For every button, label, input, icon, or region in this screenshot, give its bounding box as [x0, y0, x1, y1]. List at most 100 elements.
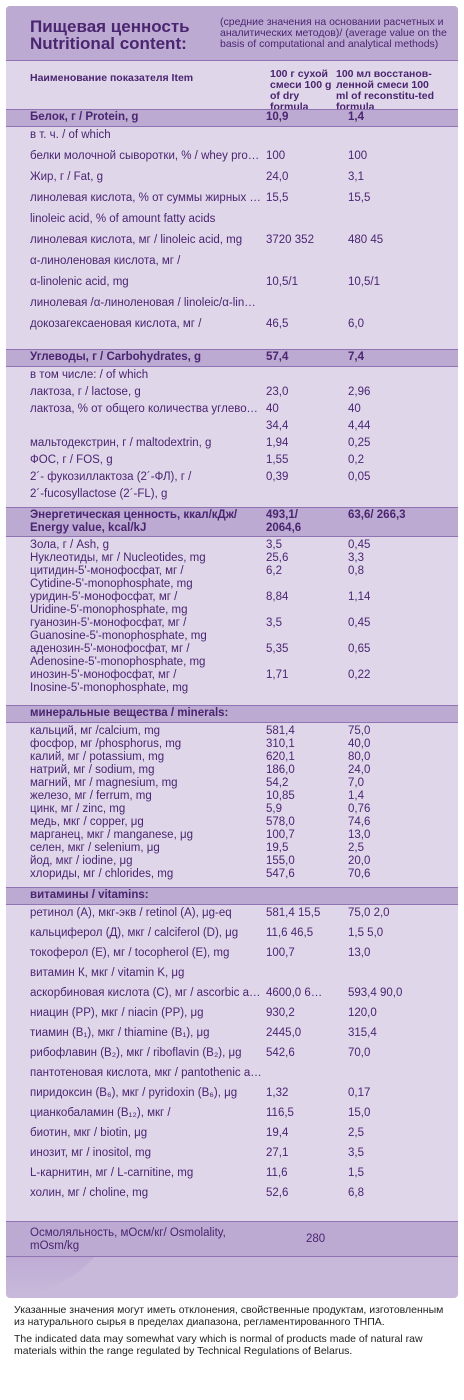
value-dry: 4600,0 697,6 [266, 987, 326, 999]
value-recon: 0,05 [348, 471, 371, 483]
value-dry: 11,6 [266, 1167, 288, 1179]
row-label: ретинол (А), мкг-экв / retinol (A), μg-e… [30, 907, 232, 919]
value-dry: 54,2 [266, 777, 289, 789]
value-recon: 20,0 [348, 855, 371, 867]
section-vitamins: витамины / vitamins: [6, 887, 458, 905]
value-dry: 100,7 [266, 829, 295, 841]
value-dry: 19,4 [266, 1127, 289, 1139]
value-recon: 3,1 [348, 171, 364, 183]
value-recon: 315,4 [348, 1027, 377, 1039]
row-label: натрий, мг / sodium, mg [30, 764, 155, 776]
value-dry: 27,1 [266, 1147, 289, 1159]
section-label: Углеводы, г / Carbohydrates, g [30, 351, 202, 363]
row-label: йод, мкг / iodine, μg [30, 855, 133, 867]
value-recon: 0,17 [348, 1087, 371, 1099]
value-dry: 46,5 [266, 318, 289, 330]
value-dry: 0,39 [266, 471, 289, 483]
row-label: Жир, г / Fat, g [30, 171, 104, 183]
row-label: лактоза, г / lactose, g [30, 386, 141, 398]
value-dry: 8,84 [266, 591, 289, 603]
value-recon: 80,0 [348, 751, 371, 763]
value-dry: 155,0 [266, 855, 295, 867]
value-recon: 75,0 [348, 725, 371, 737]
value-recon: 15,0 [348, 1107, 371, 1119]
col-item: Наименование показателя Item [30, 72, 194, 84]
value-recon: 7,0 [348, 777, 364, 789]
osmolality-label: Осмоляльность, мОсм/кг/ Osmolality, mOsm… [30, 1227, 226, 1252]
value-recon: 0,22 [348, 669, 371, 681]
row-label: гуанозин-5'-монофосфат, мг / [30, 617, 187, 629]
value-recon: 1,4 [348, 111, 364, 123]
row-label: в том числе: / of which [30, 369, 149, 381]
title-ru: Пищевая ценность [30, 17, 190, 36]
row-label: пантотеновая кислота, мкг / pantothenic … [30, 1067, 262, 1079]
row-label: Нуклеотиды, мг / Nucleotides, mg [30, 552, 206, 564]
value-recon: 40 [348, 403, 361, 415]
row-label: 2´- фукозиллактоза (2´-ФЛ), г / [30, 471, 192, 483]
value-recon: 0,8 [348, 565, 364, 577]
section-label: минеральные вещества / minerals: [30, 707, 229, 719]
value-dry: 581,4 15,5 [266, 907, 321, 919]
value-dry: 547,6 [266, 868, 295, 880]
row-label: кальциферол (Д), мкг / calciferol (D), μ… [30, 927, 239, 939]
value-recon: 1,4 [348, 790, 364, 802]
section-minerals: минеральные вещества / minerals: [6, 705, 458, 723]
value-dry: 930,2 [266, 1007, 295, 1019]
mineral-body: кальций, мг /calcium, mg 581,4 75,0 фосфор,… [6, 723, 458, 887]
row-label: аскорбиновая кислота (С), мг / ascorbic … [30, 987, 262, 999]
panel-header: Пищевая ценность Nutritional content: (с… [6, 6, 458, 60]
section-protein: Белок, г / Protein, g 10,9 1,4 [6, 109, 458, 127]
row-label: селен, мкг / selenium, μg [30, 842, 160, 854]
value-dry: 25,6 [266, 552, 289, 564]
value-recon: 24,0 [348, 764, 371, 776]
value-dry: 186,0 [266, 764, 295, 776]
row-label: хлориды, мг / chlorides, mg [30, 868, 174, 880]
row-label: Adenosine-5'-monophosphate, mg [30, 656, 206, 668]
footer-ru: Указанные значения могут иметь отклонени… [14, 1304, 444, 1328]
value-recon: 2,5 [348, 1127, 364, 1139]
section-label: Белок, г / Protein, g [30, 111, 139, 123]
value-recon: 10,5/1 [348, 276, 380, 288]
row-label: линолевая /α-линоленовая / linoleic/α-li… [30, 297, 262, 309]
value-dry: 620,1 [266, 751, 295, 763]
value-recon: 480 45 [348, 234, 384, 246]
row-label: медь, мкг / copper, μg [30, 816, 144, 828]
header-note: (средние значения на основании расчетных… [220, 16, 447, 50]
value-recon: 70,0 [348, 1047, 371, 1059]
value-dry: 24,0 [266, 171, 289, 183]
row-label: лактоза, % от общего количества углеводо… [30, 403, 262, 415]
row-label: Зола, г / Ash, g [30, 539, 109, 551]
value-recon: 120,0 [348, 1007, 377, 1019]
section-osmolality: Осмоляльность, мОсм/кг/ Osmolality, mOsm… [6, 1221, 458, 1257]
row-label: докозагексаеновая кислота, мг / [30, 318, 202, 330]
value-dry: 493,1/ 2064,6 [266, 509, 302, 534]
row-label: тиамин (В₁), мкг / thiamine (B₁), μg [30, 1027, 210, 1039]
value-recon: 0,25 [348, 437, 371, 449]
row-label: марганец, мкг / manganese, μg [30, 829, 193, 841]
value-dry: 3,5 [266, 617, 282, 629]
value-dry: 57,4 [266, 351, 289, 363]
row-label: инозит, мг / inositol, mg [30, 1147, 151, 1159]
value-dry: 10,9 [266, 111, 289, 123]
value-recon: 40,0 [348, 738, 371, 750]
value-dry: 3720 352 [266, 234, 314, 246]
value-dry: 1,94 [266, 437, 289, 449]
row-label: Uridine-5'-monophosphate, mg [30, 604, 188, 616]
column-headers: Наименование показателя Item 100 г сухой… [6, 60, 458, 113]
carb-body: в том числе: / of which лактоза, г / lact… [6, 367, 458, 507]
footer-en: The indicated data may somewhat vary whi… [14, 1333, 423, 1357]
value-dry: 23,0 [266, 386, 289, 398]
row-label: цианкобаламин (В₁₂), мкг / [30, 1107, 171, 1119]
value-dry: 100 [266, 150, 286, 162]
value-dry: 6,2 [266, 565, 282, 577]
value-dry: 100,7 [266, 947, 295, 959]
panel-title: Пищевая ценность Nutritional content: [30, 18, 190, 52]
value-recon: 6,0 [348, 318, 364, 330]
row-label: в т. ч. / of which [30, 129, 111, 141]
row-label: витамин К, мкг / vitamin K, μg [30, 967, 185, 979]
value-dry: 310,1 [266, 738, 295, 750]
value-dry: 40 [266, 403, 279, 415]
value-dry: 2445,0 [266, 1027, 302, 1039]
row-label: калий, мг / potassium, mg [30, 751, 165, 763]
footer-notes: Указанные значения могут иметь отклонени… [14, 1304, 454, 1362]
